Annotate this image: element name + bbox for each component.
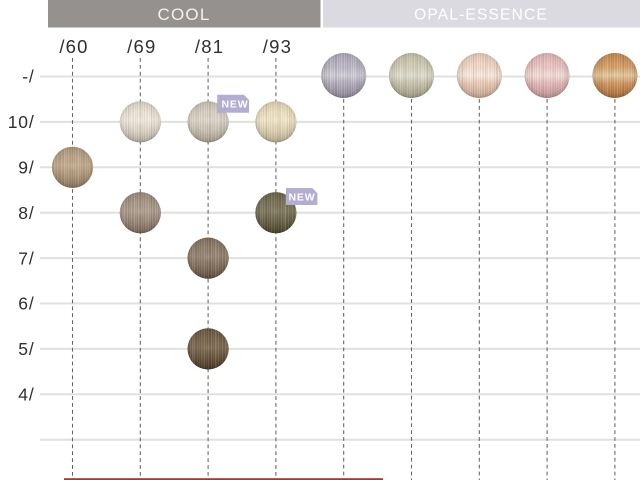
svg-text:OPAL-ESSENCE: OPAL-ESSENCE [414,7,548,24]
svg-text:-/: -/ [22,67,34,87]
svg-text:NEW: NEW [222,99,249,111]
svg-text:9/: 9/ [18,158,34,178]
svg-text:5/: 5/ [18,339,34,359]
svg-text:7/: 7/ [18,248,34,268]
svg-text:/69: /69 [127,36,156,57]
svg-text:/93: /93 [263,36,292,57]
svg-text:COOL: COOL [158,5,211,24]
svg-text:10/: 10/ [8,112,35,132]
svg-text:NEW: NEW [289,191,316,203]
svg-text:8/: 8/ [18,203,34,223]
svg-text:/60: /60 [59,36,88,57]
svg-text:/81: /81 [195,36,224,57]
svg-text:6/: 6/ [18,294,34,314]
svg-text:4/: 4/ [18,385,34,405]
